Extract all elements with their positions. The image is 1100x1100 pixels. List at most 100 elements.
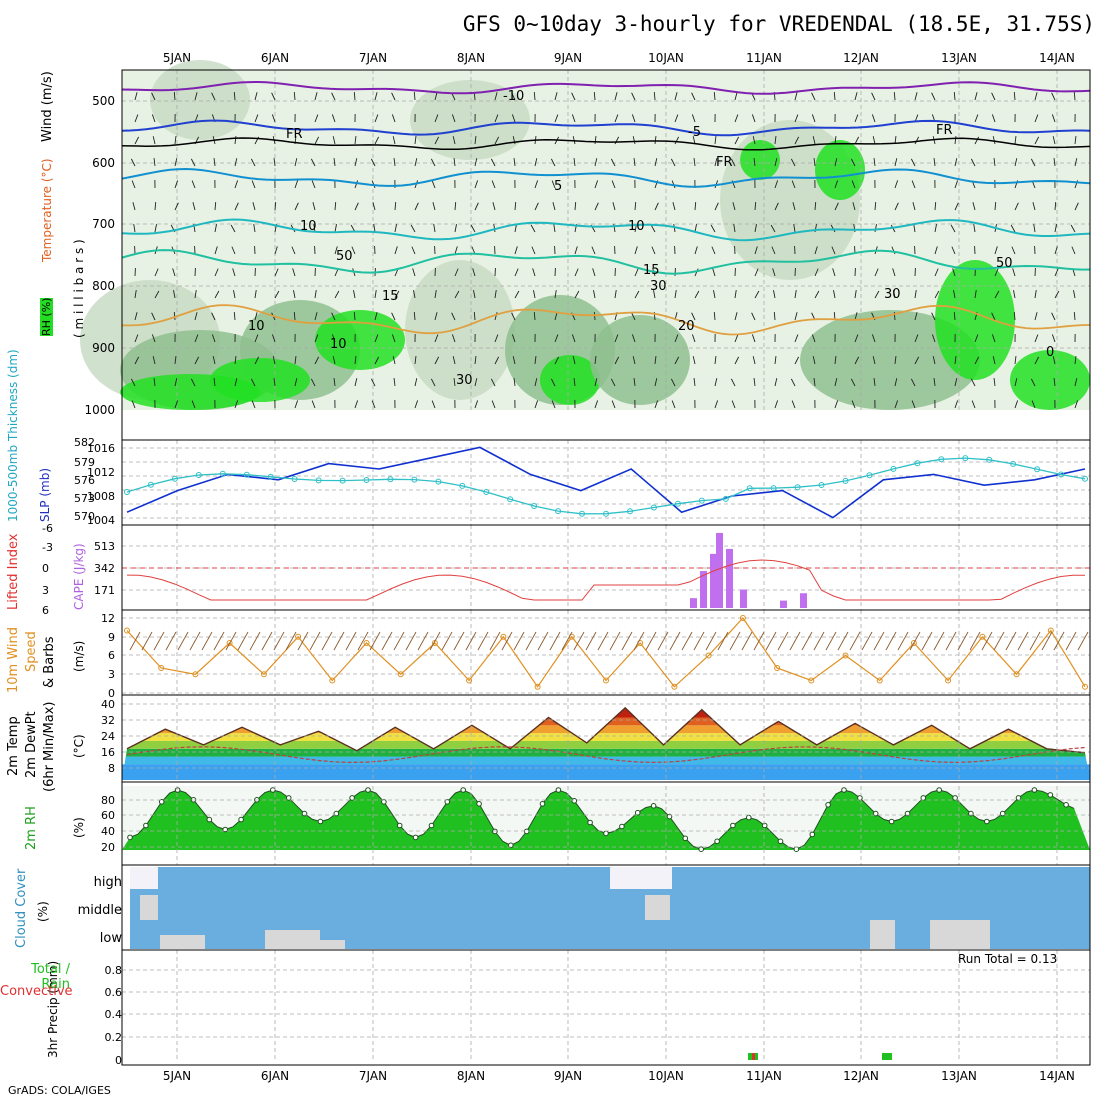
wind-barb-10m [249,631,261,651]
label-cloud: Cloud Cover [14,868,29,948]
wind-barb [1034,114,1039,123]
wind-barb-10m [921,631,933,651]
wind-barb [512,356,516,365]
wind-barb [734,290,737,299]
wind-barb [874,201,877,211]
wind-barb [694,224,697,233]
wind-barb [353,91,356,101]
wind-barb [1074,136,1077,145]
wind-barb-10m [873,631,885,651]
wind-barb-10m [597,631,609,651]
wind-barb [1031,400,1036,409]
contour-label-18: 10 [330,337,347,352]
wind-barb [1053,158,1056,167]
wind-barb [351,246,356,255]
wind-barb [331,312,336,321]
wind-barb [614,334,619,343]
wind-barb [391,334,396,343]
wind-barb [834,136,837,145]
wind-barb-10m [1041,631,1053,651]
wind-barb [770,224,776,233]
date-top-8JAN: 8JAN [457,51,485,65]
label-minmax: (6hr Min/Max) [42,701,57,792]
wind-barb [812,356,816,365]
wind-barb [593,290,596,299]
wind-barb [354,356,357,365]
wind-barb [714,202,719,211]
wind-barb [534,356,537,365]
wind-barb [1032,202,1036,211]
slp-line [126,446,1086,519]
wind-barb [691,92,696,101]
wind-barb [591,246,596,255]
wind-barb [333,158,336,167]
contour-label-12: 50 [336,249,353,264]
wind-barb [691,334,696,343]
panel-wind10 [121,609,1091,696]
wind-barb [554,312,558,321]
ytick-rh-80: 80 [101,794,115,807]
wind-barb [454,246,458,255]
wind-barb [274,268,279,277]
wind-barb [234,400,239,409]
date-top-12JAN: 12JAN [843,51,879,65]
wind-barb-10m [729,631,741,651]
wind-barb-10m [261,631,273,651]
wind-barb [514,201,517,211]
wind-barb [213,158,216,167]
ytick-precip-2: 0.4 [105,1008,123,1021]
wind-barb [413,91,416,101]
wind-barb [674,290,677,299]
wind-barb [734,312,738,321]
wind-barb [751,334,756,343]
wind-barb [994,268,999,277]
wind-barb [871,114,876,123]
contour-15 [121,249,1091,275]
wind-barb [394,201,397,211]
rh2m-point-24 [317,818,324,825]
label-wind-unit: (m/s) [72,640,86,672]
wind-barb [792,202,796,211]
wind-barb [530,224,536,233]
cloud-level-high: high [94,875,122,890]
wind-barb [414,400,419,409]
rh2m-point-10 [206,816,213,823]
wind-barb [914,92,918,101]
label-temp-unit: (°C) [72,734,86,758]
wind-barb [174,378,178,387]
wind-barb [654,356,657,365]
wind-barb [314,334,319,343]
temp-band-24 [122,733,1090,741]
wind-barb [813,158,816,167]
wind-barb [814,246,818,255]
wind-barb [1033,224,1036,233]
ytick-slp-1016: 1016 [87,442,115,455]
rh-region-8 [540,355,600,405]
temp-band-16 [122,748,1090,757]
wind-barb [731,400,736,409]
wind-barb [932,356,936,365]
contour-label-2: FR [286,127,303,142]
ytick-wind-12: 12 [101,612,115,625]
wind-barb [254,92,258,101]
wind-barb [354,158,358,167]
wind-barb [451,312,456,321]
cloud-mid-block-0 [645,895,670,920]
wind-barb [454,224,457,233]
ytick-thk-573: 573 [74,492,95,505]
wind-barb [594,180,599,189]
wind-barb [413,311,416,321]
wind-barb [571,92,576,101]
wind-barb [494,92,498,101]
wind-barb [934,201,937,211]
wind-barb [753,378,756,387]
temp-line [126,706,1086,754]
wind-barb [551,400,556,409]
wind-barb [552,202,556,211]
wind-barb [234,356,237,365]
wind-barb [1070,224,1076,233]
wind-barb-10m [1077,631,1089,651]
wind-barb [1051,92,1056,101]
wind-barb [954,180,959,189]
wind-barb [533,311,536,321]
